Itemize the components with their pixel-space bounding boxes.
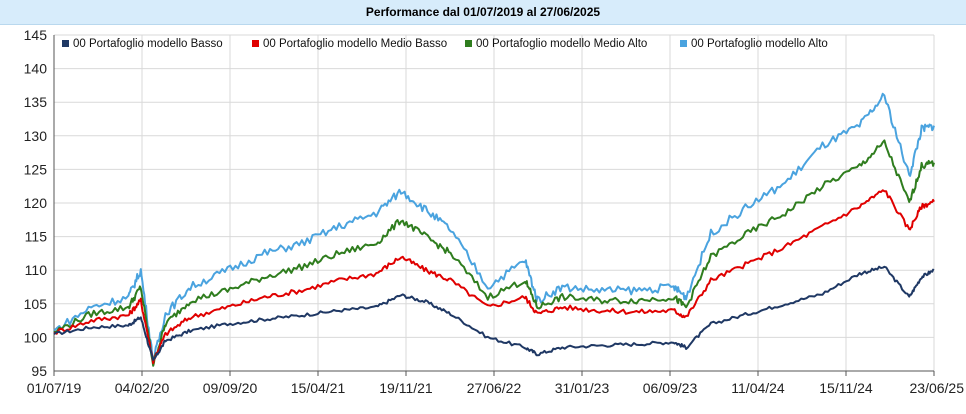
series-line bbox=[53, 92, 935, 362]
x-tick-label: 01/07/19 bbox=[27, 380, 82, 396]
y-tick-label: 120 bbox=[24, 195, 48, 211]
performance-line-chart: 95 100 105 110 115 120 125 130 135 140 145 01/07/19… bbox=[24, 27, 965, 396]
x-tick-label: 09/09/20 bbox=[203, 380, 258, 396]
series-lines bbox=[53, 92, 935, 367]
y-tick-label: 95 bbox=[31, 363, 47, 379]
y-tick-label: 110 bbox=[25, 262, 48, 278]
legend-swatch bbox=[680, 40, 687, 47]
x-tick-label: 06/09/23 bbox=[643, 380, 698, 396]
legend-swatch bbox=[252, 40, 259, 47]
series-line bbox=[53, 189, 935, 365]
x-tick-label: 23/06/25 bbox=[910, 380, 965, 396]
x-tick-label: 15/04/21 bbox=[291, 380, 346, 396]
y-tick-label: 145 bbox=[24, 27, 48, 43]
x-tick-label: 04/02/20 bbox=[115, 380, 170, 396]
legend-label: 00 Portafoglio modello Medio Basso bbox=[263, 38, 447, 50]
legend-label: 00 Portafoglio modello Basso bbox=[73, 38, 223, 50]
legend-label: 00 Portafoglio modello Medio Alto bbox=[476, 38, 647, 50]
legend-label: 00 Portafoglio modello Alto bbox=[691, 38, 828, 50]
legend-swatch bbox=[465, 40, 472, 47]
legend-swatch bbox=[62, 40, 69, 47]
y-tick-label: 100 bbox=[24, 329, 48, 345]
y-tick-label: 125 bbox=[24, 161, 48, 177]
y-tick-label: 105 bbox=[24, 296, 48, 312]
y-tick-label: 130 bbox=[24, 128, 48, 144]
y-tick-label: 115 bbox=[25, 229, 48, 245]
legend: 00 Portafoglio modello Basso 00 Portafogl… bbox=[62, 38, 828, 50]
x-tick-label: 15/11/24 bbox=[819, 380, 873, 396]
x-tick-label: 27/06/22 bbox=[467, 380, 522, 396]
series-line bbox=[53, 139, 935, 367]
axes: 95 100 105 110 115 120 125 130 135 140 145 01/07/19… bbox=[24, 27, 965, 396]
x-tick-label: 31/01/23 bbox=[555, 380, 610, 396]
chart-title: Performance dal 01/07/2019 al 27/06/2025 bbox=[0, 0, 966, 25]
x-tick-label: 19/11/21 bbox=[379, 380, 433, 396]
x-tick-label: 11/04/24 bbox=[731, 380, 785, 396]
series-line bbox=[53, 265, 935, 361]
y-tick-label: 135 bbox=[24, 94, 48, 110]
y-tick-label: 140 bbox=[24, 61, 48, 77]
